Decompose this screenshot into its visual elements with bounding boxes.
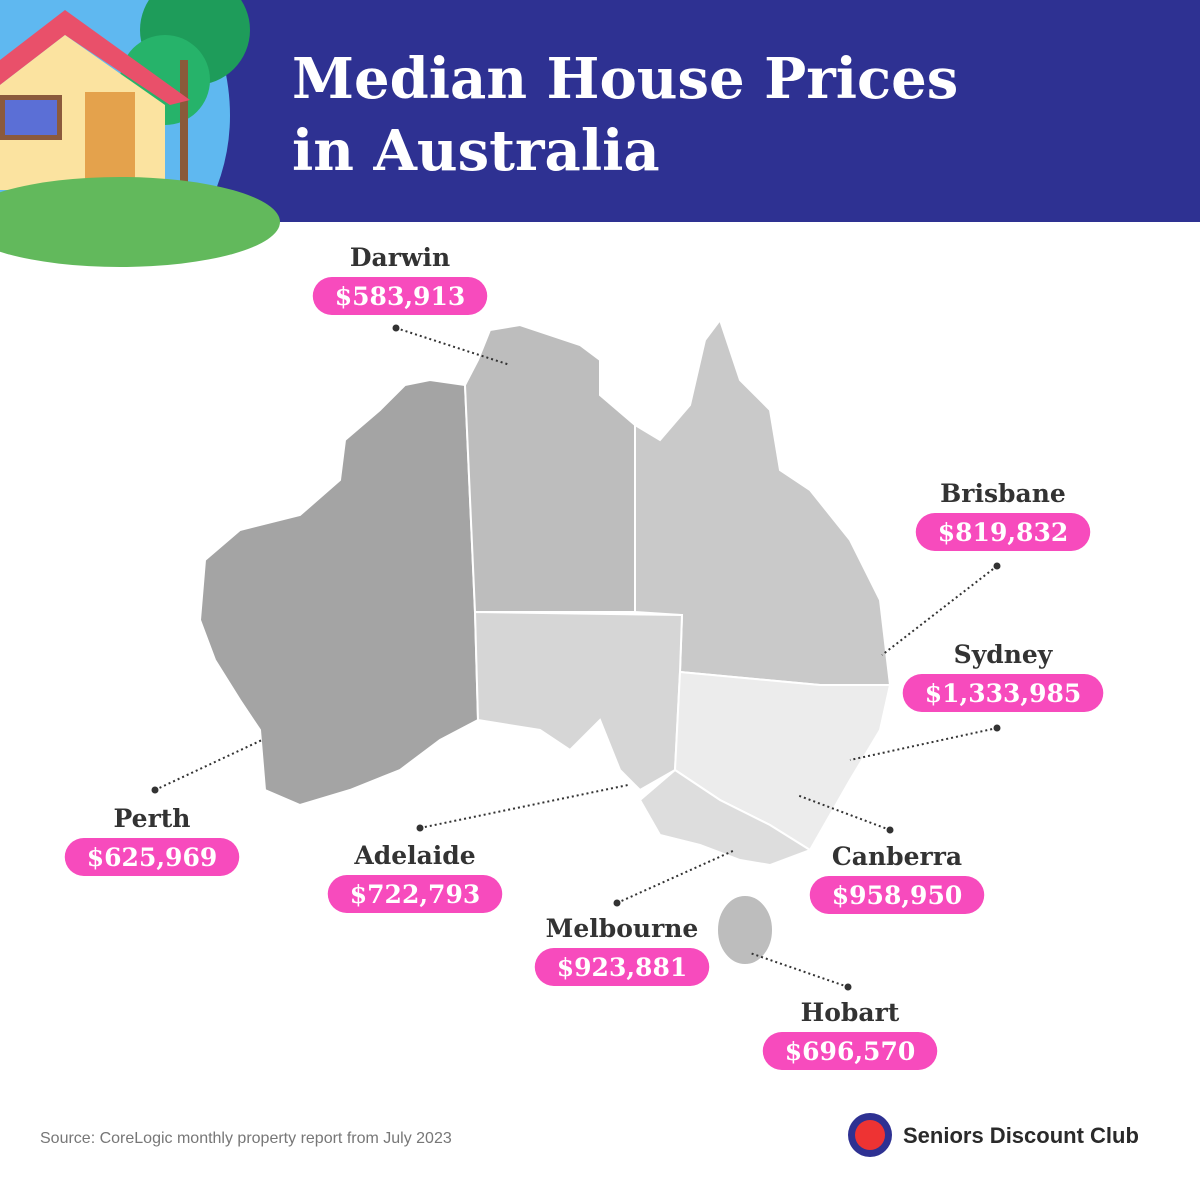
- price-pill: [312, 277, 488, 315]
- vic: [638, 768, 813, 867]
- price-pill: [902, 674, 1104, 712]
- brand-logo: [848, 1113, 892, 1157]
- leader-line: [749, 952, 849, 988]
- city-price: $923,881: [557, 953, 687, 982]
- wa: [198, 378, 480, 807]
- price-pill: [534, 948, 710, 986]
- price-pill: [915, 513, 1091, 551]
- title-line: in Australia: [292, 118, 660, 184]
- city-name: Adelaide: [353, 841, 475, 870]
- city-name: Canberra: [832, 842, 962, 871]
- source: Source: CoreLogic monthly property repor…: [40, 1130, 452, 1147]
- city-name: Sydney: [954, 640, 1054, 669]
- leader-dot: [392, 324, 400, 332]
- leader-line: [419, 784, 629, 829]
- leader-dot: [993, 724, 1001, 732]
- australia-map: [198, 317, 892, 966]
- tas: [716, 894, 774, 966]
- leader-dot: [844, 983, 852, 991]
- leader-dot: [613, 899, 621, 907]
- price-pill: [327, 875, 503, 913]
- leader-dot: [993, 562, 1001, 570]
- leader-line: [616, 849, 736, 904]
- city-price: $819,832: [938, 518, 1068, 547]
- leader-line: [849, 727, 998, 761]
- city-name: Brisbane: [940, 479, 1066, 508]
- nt: [463, 323, 636, 613]
- price-pill: [64, 838, 240, 876]
- city-name: Perth: [114, 804, 191, 833]
- city-price: $958,950: [832, 881, 962, 910]
- title-line: Median House Prices: [292, 46, 958, 112]
- leader-line: [796, 794, 891, 831]
- sa: [473, 610, 684, 792]
- city-price: $583,913: [335, 282, 465, 311]
- leader-line: [881, 565, 998, 656]
- city-name: Darwin: [350, 243, 450, 272]
- leader-dot: [886, 826, 894, 834]
- city-price: $722,793: [350, 880, 480, 909]
- city-price: $1,333,985: [925, 679, 1082, 708]
- leader-dot: [151, 786, 159, 794]
- city-name: Hobart: [801, 998, 900, 1027]
- price-pill: [809, 876, 985, 914]
- city-name: Melbourne: [546, 914, 699, 943]
- city-price: $625,969: [87, 843, 217, 872]
- price-pill: [762, 1032, 938, 1070]
- city-price: $696,570: [785, 1037, 915, 1066]
- leader-dot: [416, 824, 424, 832]
- brand: Seniors Discount Club: [903, 1123, 1139, 1148]
- leader-line: [154, 739, 263, 791]
- house-illustration: [0, 0, 280, 267]
